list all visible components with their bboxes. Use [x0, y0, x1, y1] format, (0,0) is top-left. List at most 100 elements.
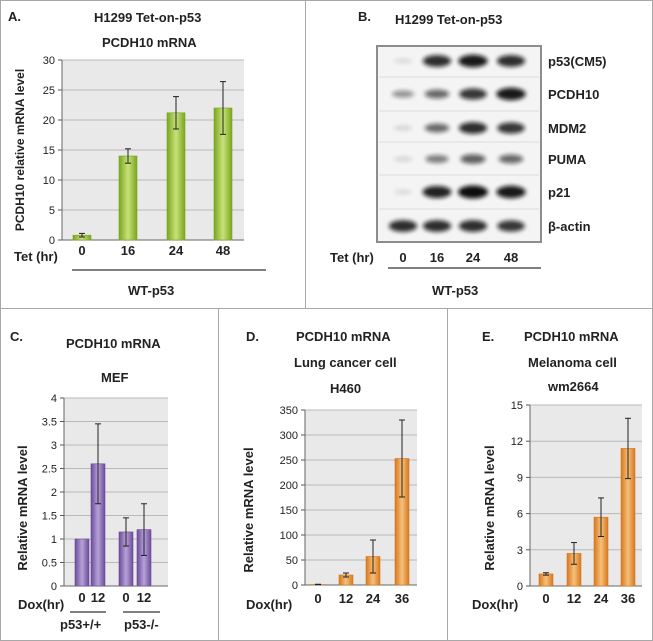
panel-a-group-label: WT-p53: [128, 283, 175, 298]
panel-a-title-line2: PCDH10 mRNA: [102, 35, 197, 50]
blot-band: [424, 89, 450, 99]
blot-band: [459, 88, 487, 100]
blot-row-label: PUMA: [548, 152, 587, 167]
panel-e-ylabel: Relative mRNA level: [482, 445, 497, 570]
blot-row-label: p21: [548, 185, 570, 200]
y-tick-label: 1: [51, 534, 57, 546]
blot-band: [458, 122, 488, 134]
y-tick-label: 200: [280, 480, 298, 492]
blot-band: [425, 154, 449, 164]
panel-c-title-line2: MEF: [101, 370, 129, 385]
panel-b-group-label: WT-p53: [432, 283, 479, 298]
x-tick-label: 0: [542, 591, 549, 606]
panel-a-xprefix: Tet (hr): [14, 249, 58, 264]
y-tick-label: 3: [51, 440, 57, 452]
y-tick-label: 4: [51, 393, 57, 405]
y-tick-label: 2: [51, 487, 57, 499]
panel-e-title-line3: wm2664: [548, 379, 599, 394]
bar: [74, 538, 90, 587]
blot-band: [458, 185, 488, 199]
y-tick-label: 5: [49, 205, 55, 217]
panel-e-title-line2: Melanoma cell: [528, 355, 617, 370]
x-tick-label: 24: [594, 591, 609, 606]
blot-row-label: MDM2: [548, 121, 586, 136]
y-tick-label: 2.5: [42, 464, 57, 476]
y-tick-label: 12: [511, 436, 523, 448]
panel-a-chart: PCDH10 relative mRNA level: [13, 69, 266, 271]
blot-row-label: p53(CM5): [548, 54, 607, 69]
blot-lane-label: 16: [430, 250, 444, 265]
blot-band: [458, 54, 488, 68]
x-tick-label: 48: [216, 243, 230, 258]
panel-a-title-line1: H1299 Tet-on-p53: [94, 10, 202, 25]
blot-band: [388, 220, 418, 232]
panel-d-title-line1: PCDH10 mRNA: [296, 329, 391, 344]
western-blot: p53(CM5) PCDH10 MDM2 PUMA p21 β-actin 0 16 24 48: [376, 45, 607, 269]
panel-c-ylabel: Relative mRNA level: [15, 445, 30, 570]
blot-lane-label: 24: [466, 250, 481, 265]
panel-c-group2-label: p53-/-: [124, 617, 159, 632]
y-tick-label: 0: [51, 581, 57, 593]
y-tick-label: 15: [43, 145, 55, 157]
x-tick-label: 12: [567, 591, 581, 606]
blot-band: [460, 154, 486, 164]
blot-band: [393, 58, 413, 64]
panel-b-letter: B.: [358, 9, 371, 24]
blot-band: [497, 122, 525, 134]
y-tick-label: 0: [49, 235, 55, 247]
blot-band: [393, 125, 413, 131]
blot-band: [424, 123, 450, 133]
panel-d-title-line2: Lung cancer cell: [294, 355, 397, 370]
y-tick-label: 0: [292, 580, 298, 592]
x-tick-label: 36: [395, 591, 409, 606]
blot-band: [422, 55, 452, 67]
panel-e-letter: E.: [482, 329, 495, 344]
x-tick-label: 24: [366, 591, 381, 606]
blot-row-label: PCDH10: [548, 87, 599, 102]
panel-c-title-line1: PCDH10 mRNA: [66, 336, 161, 351]
panel-b-title: H1299 Tet-on-p53: [395, 12, 503, 27]
y-tick-label: 25: [43, 85, 55, 97]
blot-band: [422, 185, 452, 199]
y-tick-label: 20: [43, 115, 55, 127]
x-tick-label: 36: [621, 591, 635, 606]
panel-d-title-line3: H460: [330, 381, 362, 396]
y-tick-label: 100: [280, 530, 298, 542]
panel-c-xprefix: Dox(hr): [18, 597, 65, 612]
x-tick-label: 0: [314, 591, 321, 606]
panel-d-letter: D.: [246, 329, 259, 344]
panel-a-ylabel: PCDH10 relative mRNA level: [13, 69, 27, 231]
y-tick-label: 350: [280, 405, 298, 417]
panel-d-ylabel: Relative mRNA level: [241, 447, 256, 572]
y-tick-label: 3: [517, 545, 523, 557]
blot-lane-label: 0: [399, 250, 406, 265]
y-tick-label: 30: [43, 55, 55, 67]
y-tick-label: 0: [517, 581, 523, 593]
x-tick-label: 0: [78, 590, 85, 605]
x-tick-label: 12: [91, 590, 105, 605]
y-tick-label: 10: [43, 175, 55, 187]
blot-band: [498, 154, 524, 164]
panel-d-xprefix: Dox(hr): [246, 597, 293, 612]
blot-band: [497, 220, 525, 232]
blot-band: [496, 87, 526, 101]
panel-c-group1-label: p53+/+: [60, 617, 102, 632]
x-tick-label: 12: [339, 591, 353, 606]
blot-band: [393, 156, 413, 162]
panel-a-letter: A.: [8, 9, 21, 24]
panel-c-letter: C.: [10, 329, 23, 344]
blot-band: [422, 220, 452, 232]
blot-band: [458, 220, 488, 232]
y-tick-label: 1.5: [42, 511, 57, 523]
y-tick-label: 0.5: [42, 558, 57, 570]
x-tick-label: 24: [169, 243, 184, 258]
panel-d-bar-chart: 0 50 100 150 200 250 300 350 0 12 24 36: [280, 405, 417, 606]
y-tick-label: 300: [280, 430, 298, 442]
y-tick-label: 15: [511, 400, 523, 412]
x-tick-label: 12: [137, 590, 151, 605]
panel-e-xprefix: Dox(hr): [472, 597, 519, 612]
y-tick-label: 250: [280, 455, 298, 467]
panel-b-xprefix: Tet (hr): [330, 250, 374, 265]
blot-band: [496, 185, 526, 199]
